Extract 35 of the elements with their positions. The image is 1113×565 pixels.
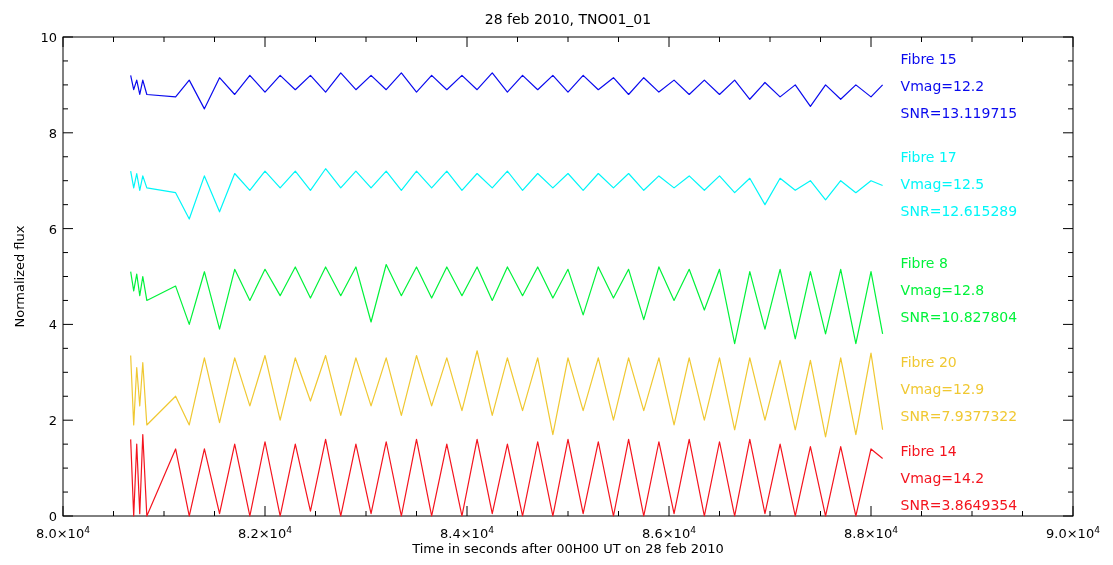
annotation: Vmag=12.5: [900, 175, 985, 192]
series-label: Fibre 17: [900, 148, 957, 165]
y-tick-label: 6: [48, 221, 57, 237]
annotation: Vmag=12.8: [900, 282, 985, 299]
line-series: [130, 350, 884, 438]
annotation: Vmag=12.9: [900, 381, 985, 398]
annotation: SNR=13.119715: [900, 105, 1018, 122]
series-label: Fibre 15: [900, 51, 957, 68]
annotation: Vmag=12.2: [900, 78, 985, 95]
x-tick-label: 8.6×10$^{4}$: [642, 525, 697, 541]
series-label: Fibre 14: [900, 442, 957, 459]
y-axis-title: Normalized flux: [12, 225, 27, 328]
y-tick-label: 10: [40, 30, 57, 45]
x-tick-label: 8.8×10$^{4}$: [844, 525, 899, 541]
annotation: SNR=7.9377322: [900, 408, 1018, 425]
annotation: SNR=10.827804: [900, 309, 1018, 326]
line-series: [130, 263, 884, 345]
x-tick-label: 8.2×10$^{4}$: [238, 525, 293, 541]
y-tick-label: 2: [48, 413, 57, 429]
y-tick-label: 8: [48, 125, 57, 141]
annotation: SNR=3.8649354: [900, 496, 1018, 513]
annotation: Vmag=14.2: [900, 469, 985, 486]
x-axis-title: Time in seconds after 00H00 UT on 28 feb 2010: [411, 541, 724, 556]
line-series: [130, 168, 884, 220]
series-label: Fibre 20: [900, 354, 957, 371]
y-tick-label: 4: [48, 317, 57, 333]
chart-title: 28 feb 2010, TNO01_01: [484, 11, 652, 27]
line-series: [130, 433, 884, 517]
x-tick-label: 8.4×10$^{4}$: [440, 525, 495, 541]
line-series: [130, 72, 884, 110]
x-tick-label: 9.0×10$^{4}$: [1046, 525, 1101, 541]
y-tick-label: 0: [48, 509, 57, 524]
text: Fibre 8: [900, 255, 948, 272]
x-tick-label: 8.0×10$^{4}$: [36, 525, 91, 541]
annotation: SNR=12.615289: [900, 202, 1018, 219]
